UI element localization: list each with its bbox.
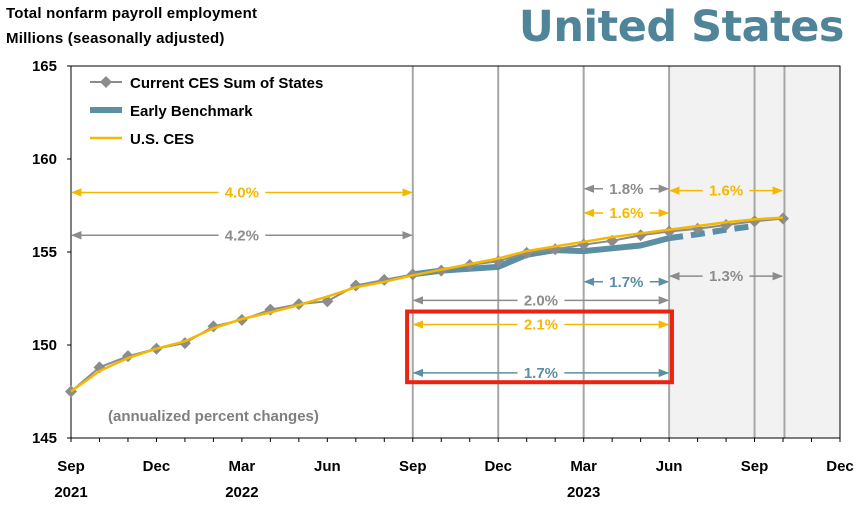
y-tick-label: 160 [32,151,57,168]
x-tick-label: Dec [143,458,171,475]
x-tick-label: Sep [399,458,427,475]
chart-legend: Current CES Sum of States Early Benchmar… [90,75,323,148]
year-label: 2021 [54,484,87,501]
annotation-label: 1.8% [609,181,643,198]
annotation-label: 4.0% [225,184,259,201]
y-tick-label: 150 [32,337,57,354]
year-label: 2022 [225,484,258,501]
annotation-label: 1.6% [709,183,743,200]
x-tick-label: Sep [57,458,85,475]
annotation-label: 1.7% [609,274,643,291]
annotation-label: 4.2% [225,227,259,244]
legend-item-us-ces: U.S. CES [130,131,194,148]
x-tick-label: Mar [229,458,256,475]
annotation-label: 1.7% [524,365,558,382]
chart-title-line-2: Millions (seasonally adjusted) [6,30,225,47]
annotation-label: 1.6% [609,205,643,222]
x-tick-label: Mar [570,458,597,475]
legend-item-early-benchmark: Early Benchmark [130,103,253,120]
y-tick-label: 155 [32,244,57,261]
early-benchmark-line [412,235,670,278]
annualized-note: (annualized percent changes) [108,408,319,425]
x-tick-label: Sep [741,458,769,475]
x-tick-label: Dec [484,458,512,475]
x-tick-label: Jun [656,458,683,475]
early-benchmark-dashed-line [668,223,755,242]
current-ces-sum-point [492,255,505,268]
annotation-label: 2.0% [524,292,558,309]
year-label: 2023 [567,484,600,501]
x-tick-label: Dec [826,458,854,475]
y-tick-label: 165 [32,58,57,75]
legend-item-current-ces-sum: Current CES Sum of States [130,75,323,92]
y-tick-label: 145 [32,430,57,447]
annotation-label: 1.3% [709,268,743,285]
annotation-label: 2.1% [524,317,558,334]
chart-title-line-1: Total nonfarm payroll employment [6,5,258,22]
us-ces-line [70,216,784,393]
x-tick-label: Jun [314,458,341,475]
highlight-box [405,309,674,385]
current-ces-sum-point [634,229,647,242]
region-title: United States [518,2,845,52]
